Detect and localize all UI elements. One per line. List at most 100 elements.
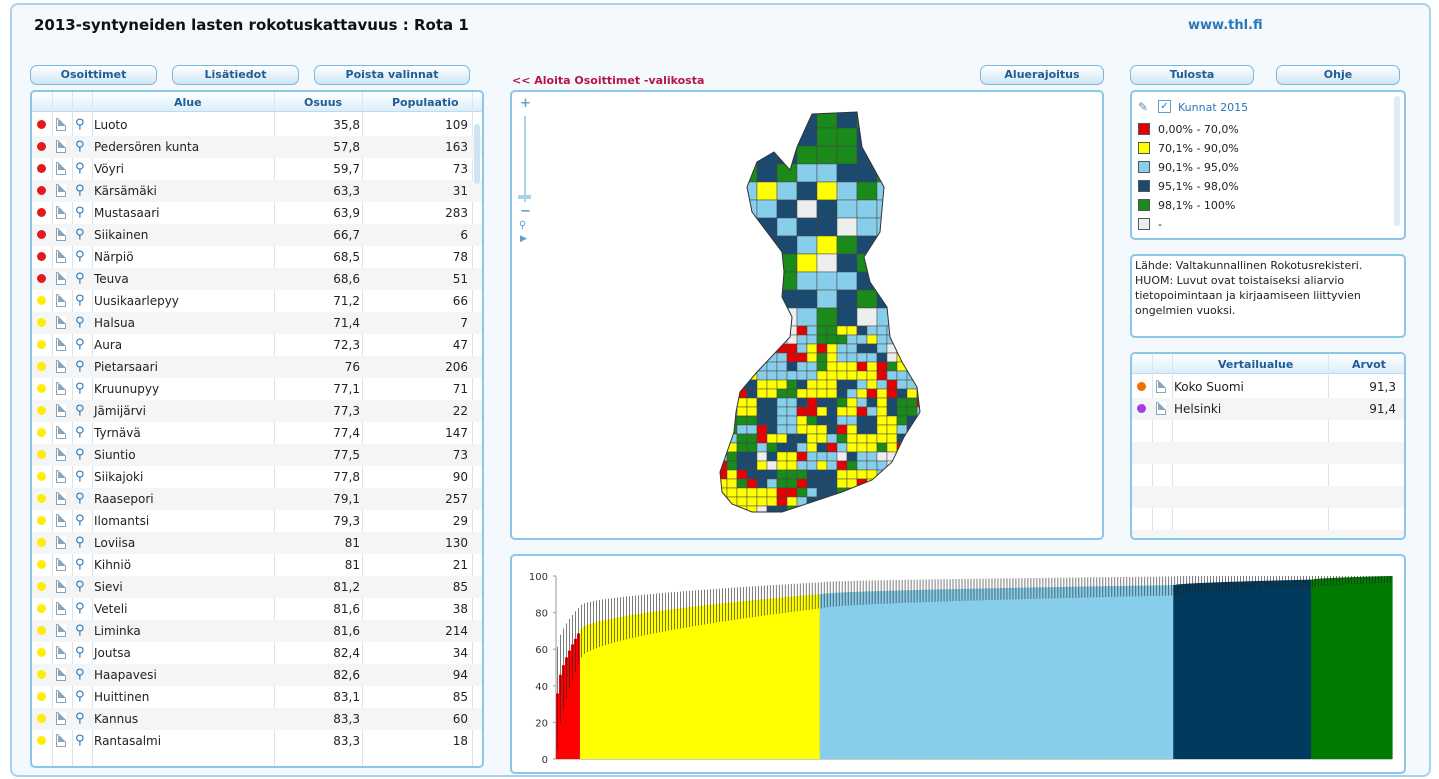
municipality-shape[interactable] [927, 362, 937, 371]
municipality-shape[interactable] [897, 515, 907, 524]
chart-bar[interactable] [1323, 578, 1327, 759]
search-icon[interactable]: ⚲ [75, 469, 85, 484]
municipality-shape[interactable] [796, 307, 818, 327]
municipality-shape[interactable] [836, 145, 858, 165]
chart-bar[interactable] [1314, 578, 1318, 759]
chart-bar[interactable] [1098, 586, 1102, 759]
municipality-shape[interactable] [836, 181, 858, 201]
chart-bar[interactable] [1335, 577, 1339, 759]
municipality-shape[interactable] [876, 442, 888, 453]
municipality-shape[interactable] [717, 388, 728, 399]
municipality-shape[interactable] [886, 496, 898, 507]
municipality-shape[interactable] [896, 469, 908, 480]
chart-bar[interactable] [987, 588, 992, 759]
table-row[interactable]: ⚲ Liminka 81,6 214 [32, 620, 482, 642]
municipality-shape[interactable] [856, 487, 868, 498]
chart-bar[interactable] [1287, 580, 1291, 759]
municipality-shape[interactable] [717, 352, 728, 363]
municipality-shape[interactable] [796, 181, 818, 201]
chart-bar[interactable] [567, 650, 572, 759]
chart-bar[interactable] [762, 599, 767, 759]
municipality-shape[interactable] [817, 515, 827, 524]
search-icon[interactable]: ⚲ [75, 491, 85, 506]
municipality-shape[interactable] [856, 397, 868, 408]
municipality-shape[interactable] [766, 415, 778, 426]
search-icon[interactable]: ⚲ [75, 337, 85, 352]
municipality-shape[interactable] [846, 460, 858, 471]
municipality-shape[interactable] [876, 406, 888, 417]
municipality-shape[interactable] [916, 145, 937, 165]
chart-bar[interactable] [1236, 581, 1240, 759]
municipality-shape[interactable] [906, 496, 918, 507]
municipality-shape[interactable] [736, 181, 758, 201]
municipality-shape[interactable] [876, 433, 888, 444]
municipality-shape[interactable] [836, 505, 848, 515]
municipality-shape[interactable] [816, 271, 838, 291]
municipality-shape[interactable] [816, 334, 828, 345]
search-icon[interactable]: ⚲ [75, 623, 85, 638]
municipality-shape[interactable] [746, 388, 758, 399]
municipality-shape[interactable] [816, 397, 828, 408]
search-icon[interactable]: ⚲ [75, 249, 85, 264]
municipality-shape[interactable] [717, 343, 728, 354]
municipality-shape[interactable] [816, 145, 838, 165]
chart-bar[interactable] [645, 612, 650, 759]
document-icon[interactable] [56, 294, 66, 307]
municipality-shape[interactable] [896, 343, 908, 354]
municipality-shape[interactable] [846, 433, 858, 444]
municipality-shape[interactable] [806, 424, 818, 435]
zoom-handle[interactable] [518, 195, 531, 199]
municipality-shape[interactable] [856, 505, 868, 515]
chart-bar[interactable] [1182, 583, 1186, 759]
chart-bar[interactable] [744, 601, 749, 759]
municipality-shape[interactable] [796, 271, 818, 291]
chart-bar[interactable] [1368, 576, 1372, 759]
municipality-shape[interactable] [916, 442, 927, 453]
chart-bar[interactable] [729, 602, 734, 759]
municipality-shape[interactable] [916, 343, 927, 354]
municipality-shape[interactable] [766, 388, 778, 399]
municipality-shape[interactable] [866, 379, 878, 390]
municipality-shape[interactable] [766, 487, 778, 498]
municipality-shape[interactable] [866, 388, 878, 399]
chart-bar[interactable] [582, 626, 587, 759]
table-row[interactable]: ⚲ Mustasaari 63,9 283 [32, 202, 482, 224]
municipality-shape[interactable] [886, 397, 898, 408]
municipality-shape[interactable] [886, 325, 898, 336]
chart-bar[interactable] [699, 605, 704, 759]
municipality-shape[interactable] [717, 370, 728, 381]
municipality-shape[interactable] [786, 388, 798, 399]
municipality-shape[interactable] [756, 496, 768, 507]
municipality-shape[interactable] [776, 388, 788, 399]
municipality-shape[interactable] [806, 451, 818, 462]
chart-bar[interactable] [912, 590, 917, 759]
municipality-shape[interactable] [717, 478, 728, 489]
municipality-shape[interactable] [776, 253, 798, 273]
search-icon[interactable]: ⚲ [75, 205, 85, 220]
document-icon[interactable] [56, 602, 66, 615]
chart-bar[interactable] [840, 592, 845, 759]
col-arvot[interactable]: Arvot [1352, 358, 1386, 371]
municipality-shape[interactable] [766, 505, 778, 515]
municipality-shape[interactable] [906, 397, 918, 408]
chart-bar[interactable] [1194, 583, 1198, 759]
municipality-shape[interactable] [916, 307, 937, 327]
municipality-shape[interactable] [826, 469, 838, 480]
municipality-shape[interactable] [896, 361, 908, 372]
chart-bar[interactable] [669, 609, 674, 759]
chart-bar[interactable] [1296, 579, 1300, 759]
search-icon[interactable]: ⚲ [75, 183, 85, 198]
municipality-shape[interactable] [887, 515, 897, 524]
municipality-shape[interactable] [876, 334, 888, 345]
municipality-shape[interactable] [876, 370, 888, 381]
municipality-shape[interactable] [746, 451, 758, 462]
chart-bar[interactable] [1212, 582, 1216, 759]
municipality-shape[interactable] [717, 325, 728, 336]
municipality-shape[interactable] [776, 307, 798, 327]
chart-bar[interactable] [1047, 587, 1052, 759]
municipality-shape[interactable] [796, 388, 808, 399]
municipality-shape[interactable] [726, 478, 738, 489]
chart-bar[interactable] [1110, 586, 1114, 759]
chart-bar[interactable] [918, 589, 923, 759]
document-icon[interactable] [56, 360, 66, 373]
